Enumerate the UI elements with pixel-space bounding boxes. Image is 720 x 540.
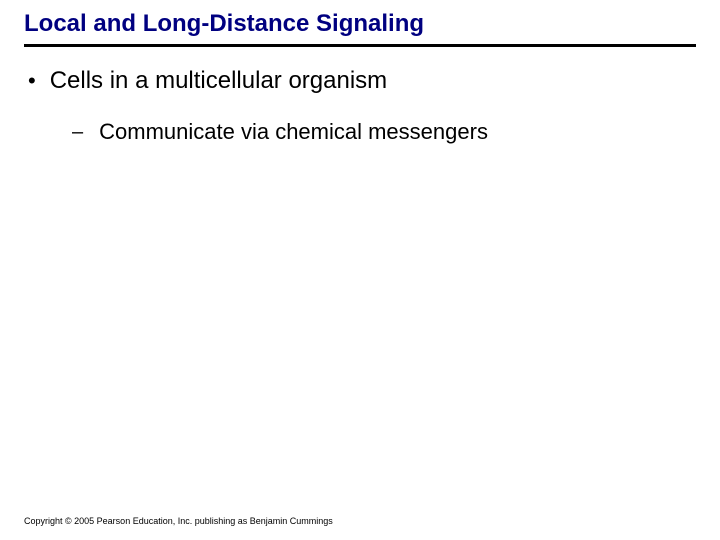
slide: Local and Long-Distance Signaling • Cell… [0,0,720,540]
bullet-marker-icon: • [28,67,36,95]
title-region: Local and Long-Distance Signaling [0,0,720,47]
copyright-footer: Copyright © 2005 Pearson Education, Inc.… [24,516,333,526]
bullet-level2: – Communicate via chemical messengers [72,119,696,145]
bullet-level1: • Cells in a multicellular organism [24,67,696,95]
slide-title: Local and Long-Distance Signaling [24,10,696,47]
bullet-marker-icon: – [72,119,83,145]
bullet-text: Cells in a multicellular organism [50,67,387,95]
bullet-text: Communicate via chemical messengers [99,119,488,145]
content-region: • Cells in a multicellular organism – Co… [0,47,720,145]
